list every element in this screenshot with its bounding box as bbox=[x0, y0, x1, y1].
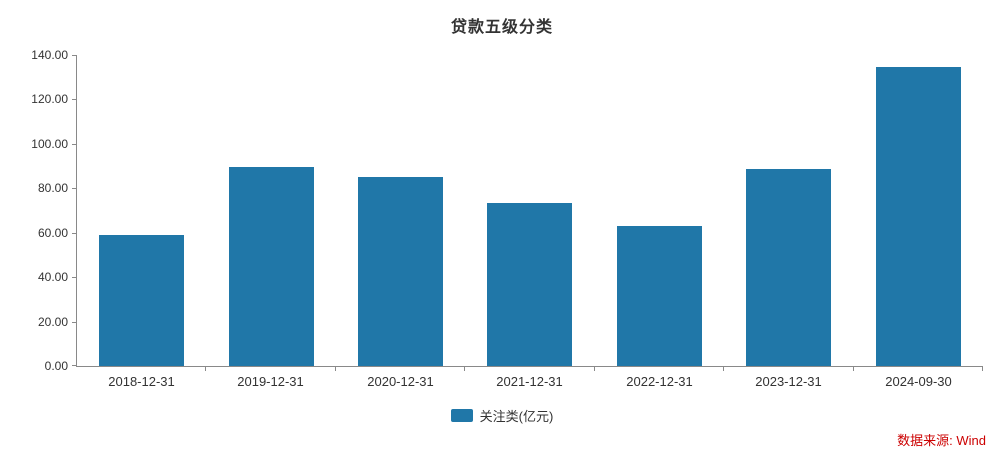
y-tick-label: 60.00 bbox=[37, 225, 68, 240]
y-tick-label: 140.00 bbox=[31, 48, 68, 62]
x-axis-label: 2021-12-31 bbox=[496, 374, 563, 389]
bar-2022-12-31[interactable] bbox=[617, 226, 702, 366]
y-tick-label: 120.00 bbox=[31, 92, 68, 107]
chart-title: 贷款五级分类 bbox=[450, 19, 553, 36]
bar-2018-12-31[interactable] bbox=[99, 235, 184, 366]
y-tick-label: 20.00 bbox=[37, 314, 68, 329]
y-tick-mark bbox=[72, 277, 77, 279]
legend-label[interactable]: 关注类(亿元) bbox=[479, 409, 554, 424]
x-axis-label: 2018-12-31 bbox=[108, 374, 175, 389]
x-tick-mark bbox=[335, 366, 336, 371]
y-tick-mark bbox=[72, 99, 77, 101]
x-axis-label: 2024-09-30 bbox=[885, 374, 952, 389]
bar-2019-12-31[interactable] bbox=[229, 167, 314, 366]
data-source-label: 数据来源: Wind bbox=[897, 433, 986, 448]
y-tick-label: 0.00 bbox=[44, 359, 68, 373]
bar-2023-12-31[interactable] bbox=[746, 169, 831, 366]
y-tick-mark bbox=[72, 188, 77, 190]
legend[interactable]: 关注类(亿元) bbox=[0, 406, 1004, 425]
y-tick-label: 40.00 bbox=[37, 270, 68, 285]
x-tick-mark bbox=[205, 366, 206, 371]
y-tick-mark bbox=[72, 143, 77, 145]
x-tick-mark bbox=[464, 366, 465, 371]
y-tick-label: 100.00 bbox=[31, 136, 68, 151]
y-tick-label: 80.00 bbox=[37, 181, 68, 196]
plot-area: 0.00 20.00 40.00 60.00 80.00 100.00 120.00 140.… bbox=[31, 48, 983, 389]
x-tick-mark bbox=[853, 366, 854, 371]
bar-2021-12-31[interactable] bbox=[487, 203, 572, 366]
y-tick-mark bbox=[72, 321, 77, 323]
y-tick-mark bbox=[72, 55, 77, 56]
x-axis-label: 2019-12-31 bbox=[237, 374, 304, 389]
x-tick-mark bbox=[723, 366, 724, 371]
y-tick-mark bbox=[72, 232, 77, 234]
legend-swatch[interactable] bbox=[450, 409, 473, 422]
x-axis-label: 2020-12-31 bbox=[367, 374, 434, 389]
x-tick-mark bbox=[594, 366, 595, 371]
y-tick-mark bbox=[72, 365, 77, 366]
bar-2024-09-30[interactable] bbox=[876, 67, 961, 366]
x-tick-mark bbox=[982, 366, 983, 371]
x-axis-label: 2022-12-31 bbox=[626, 374, 693, 389]
x-axis-label: 2023-12-31 bbox=[755, 374, 822, 389]
bar-2020-12-31[interactable] bbox=[358, 177, 443, 366]
